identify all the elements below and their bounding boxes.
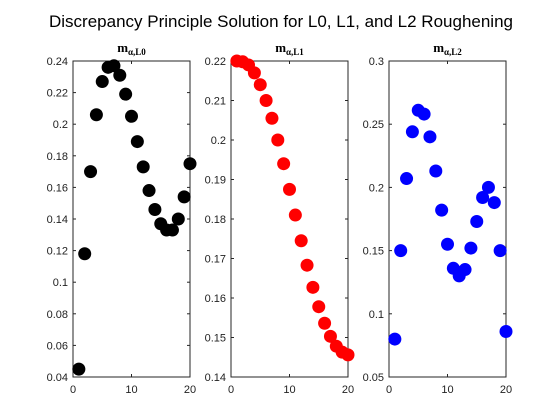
- panel-3-data-point: [388, 332, 402, 346]
- panel-1-data-point: [177, 190, 191, 204]
- panel-3-xtick-label: 20: [500, 384, 512, 396]
- panel-1-data-point: [95, 75, 109, 89]
- panel-3-data-point: [493, 244, 507, 258]
- panel-2-ytick-label: 0.2: [211, 135, 226, 147]
- panel-2-title: mα,L1: [275, 40, 304, 57]
- panel-3-xtick-label: 10: [441, 384, 453, 396]
- panel-2-data-point: [323, 329, 337, 343]
- panel-3-ytick-label: 0.15: [363, 246, 384, 258]
- panel-3-data-point: [394, 244, 408, 258]
- panel-1-data-point: [119, 87, 133, 101]
- panel-1-title-base: m: [117, 40, 128, 55]
- panel-1-xtick-label: 20: [184, 384, 196, 396]
- panel-1-data-point: [136, 160, 150, 174]
- panel-2-data-point: [247, 66, 261, 80]
- panel-1-ytick-label: 0.18: [47, 151, 68, 163]
- panel-2-data-point: [318, 316, 332, 330]
- panel-1-data-point: [142, 184, 156, 198]
- panel-1-data-point: [171, 212, 185, 226]
- panel-1-ytick-label: 0.22: [47, 88, 68, 100]
- panel-3-xtick-label: 0: [386, 384, 392, 396]
- panel-3-data-point: [405, 125, 419, 139]
- panel-2-data-point: [283, 182, 296, 196]
- panel-3-title-subscript: α,L2: [444, 47, 462, 57]
- panel-2-xtick-label: 20: [342, 384, 354, 396]
- panel-1-data-point: [107, 59, 121, 73]
- panel-3-data-point: [400, 172, 414, 186]
- panel-3-data-point: [476, 191, 490, 205]
- panel-3: mα,L2 0 10 20 0.05 0.1 0.15 0.2 0.25 0.3: [363, 40, 513, 396]
- panel-2-data-point: [300, 258, 314, 272]
- panel-2-ytick-label: 0.17: [205, 254, 226, 266]
- panel-2-data-point: [288, 208, 302, 222]
- panel-1-ytick-label: 0.2: [53, 119, 68, 131]
- panel-1-ytick-label: 0.1: [53, 277, 68, 289]
- panel-2-ytick-label: 0.16: [205, 293, 226, 305]
- panel-1-data-point: [125, 109, 138, 123]
- panel-1-ytick-label: 0.06: [47, 340, 68, 352]
- panel-1-data-point: [84, 165, 98, 179]
- panel-2-ytick-label: 0.15: [205, 333, 226, 345]
- panel-3-data-point: [417, 107, 431, 121]
- panel-3-ytick-label: 0.3: [369, 56, 384, 68]
- panel-3-title: mα,L2: [433, 40, 462, 57]
- panel-2-title-base: m: [275, 40, 286, 55]
- panel-1-ytick-label: 0.16: [47, 182, 68, 194]
- panel-3-data-point: [464, 241, 478, 255]
- panel-3-ytick-label: 0.2: [369, 182, 384, 194]
- panel-3-data-point: [423, 130, 437, 144]
- figure-title: Discrepancy Principle Solution for L0, L…: [49, 12, 513, 31]
- panel-2-data-point: [341, 348, 355, 362]
- panel-3-data-point: [435, 203, 449, 217]
- panel-2-data-point: [259, 94, 273, 107]
- panel-2-xtick-label: 10: [283, 384, 295, 396]
- panel-2-xtick-label: 0: [228, 384, 234, 396]
- panel-3-data-point: [499, 324, 513, 338]
- panel-3-ytick-label: 0.1: [369, 309, 384, 321]
- panel-2-ytick-label: 0.18: [205, 214, 226, 226]
- panel-1-data-point: [78, 247, 92, 261]
- panel-1-data-point: [72, 362, 86, 376]
- panel-1: mα,L0 0 10 20 0.04 0.06 0.08 0.1 0.12 0.14 0.16 0.1…: [47, 40, 197, 396]
- panel-1-ytick-label: 0.24: [47, 56, 68, 68]
- panel-1-ytick-label: 0.12: [47, 246, 68, 258]
- panel-1-ytick-label: 0.04: [47, 372, 68, 384]
- panel-1-data-point: [130, 135, 144, 149]
- panel-3-data-point: [487, 196, 501, 210]
- panel-2-title-subscript: α,L1: [286, 47, 304, 57]
- panel-2-data-point: [265, 111, 279, 125]
- panel-3-ytick-label: 0.05: [363, 372, 384, 384]
- panel-1-title: mα,L0: [117, 40, 146, 57]
- panel-1-data-point: [89, 108, 103, 122]
- panel-2-data-point: [277, 157, 291, 171]
- panel-2-ytick-label: 0.22: [205, 56, 226, 68]
- panel-3-data-point: [458, 263, 472, 277]
- panel-3-ytick-label: 0.25: [363, 119, 384, 131]
- panel-2-ytick-label: 0.14: [205, 372, 226, 384]
- panel-2-ytick-label: 0.21: [205, 96, 226, 108]
- panel-3-data-point: [481, 180, 495, 194]
- panel-1-ytick-label: 0.08: [47, 309, 68, 321]
- panel-2-ytick-label: 0.19: [205, 175, 226, 187]
- panel-2-data-point: [253, 78, 267, 92]
- panel-1-data-point: [183, 157, 197, 171]
- panel-1-xtick-label: 0: [70, 384, 76, 396]
- panel-3-title-base: m: [433, 40, 444, 55]
- panel-3-data-point: [441, 237, 454, 251]
- panel-2: mα,L1 0 10 20 0.14 0.15 0.16 0.17 0.18 0.19 0.2 0.2…: [205, 40, 355, 396]
- panel-2-data-point: [271, 133, 285, 147]
- panel-1-data-point: [113, 68, 127, 82]
- panel-1-xtick-label: 10: [125, 384, 137, 396]
- panel-2-data-point: [294, 234, 308, 248]
- panel-3-data-point: [429, 164, 443, 178]
- panel-1-title-subscript: α,L0: [128, 47, 146, 57]
- panel-3-data-point: [470, 215, 484, 229]
- panel-1-data-point: [148, 203, 162, 217]
- panel-1-data-point: [165, 223, 179, 237]
- panel-1-ytick-label: 0.14: [47, 214, 68, 226]
- panel-2-data-point: [312, 300, 326, 314]
- panel-2-data-point: [306, 280, 320, 294]
